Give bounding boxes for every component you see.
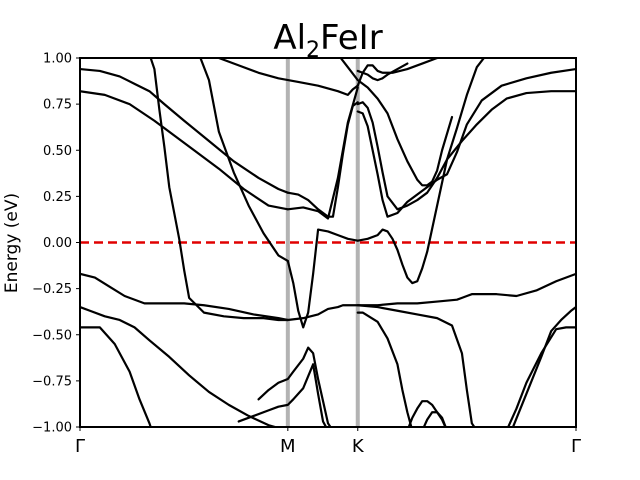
- band-line: [217, 58, 359, 96]
- band-line: [356, 62, 409, 82]
- band-line: [80, 305, 279, 427]
- y-tick-label: −0.75: [32, 374, 72, 389]
- y-tick-label: −0.25: [32, 282, 72, 297]
- band-line: [356, 272, 576, 307]
- kpoint-label: Γ: [571, 436, 581, 457]
- band-line: [507, 326, 576, 427]
- kpoint-label: K: [352, 436, 365, 457]
- band-line: [257, 346, 332, 427]
- y-tick-label: 0.00: [43, 236, 72, 251]
- y-tick-label: −1.00: [32, 421, 72, 436]
- band-line: [339, 58, 454, 187]
- kpoint-label: M: [280, 436, 296, 457]
- band-line: [80, 272, 289, 322]
- kpoint-label: Γ: [75, 436, 85, 457]
- y-tick-label: 1.00: [43, 52, 72, 67]
- band-line: [356, 90, 576, 211]
- band-line: [511, 305, 576, 427]
- band-line: [356, 311, 413, 427]
- band-line: [286, 304, 476, 427]
- band-line: [356, 67, 576, 218]
- y-tick-label: 0.25: [43, 190, 72, 205]
- band-line: [199, 58, 289, 263]
- band-line: [149, 58, 289, 322]
- y-tick-label: −0.50: [32, 328, 72, 343]
- band-line: [422, 411, 447, 427]
- y-tick-label: 0.75: [43, 98, 72, 113]
- band-line: [356, 58, 486, 285]
- band-line: [237, 363, 328, 427]
- band-line: [80, 90, 289, 211]
- band-line: [286, 228, 359, 329]
- band-line: [80, 326, 152, 427]
- band-line: [356, 58, 442, 87]
- band-line: [80, 67, 289, 194]
- y-tick-label: 0.50: [43, 144, 72, 159]
- band-line: [286, 101, 359, 218]
- plot-frame: [79, 57, 577, 428]
- band-line: [286, 86, 359, 220]
- y-axis-label: Energy (eV): [2, 193, 22, 293]
- chart-title: Al2FeIr: [273, 18, 382, 63]
